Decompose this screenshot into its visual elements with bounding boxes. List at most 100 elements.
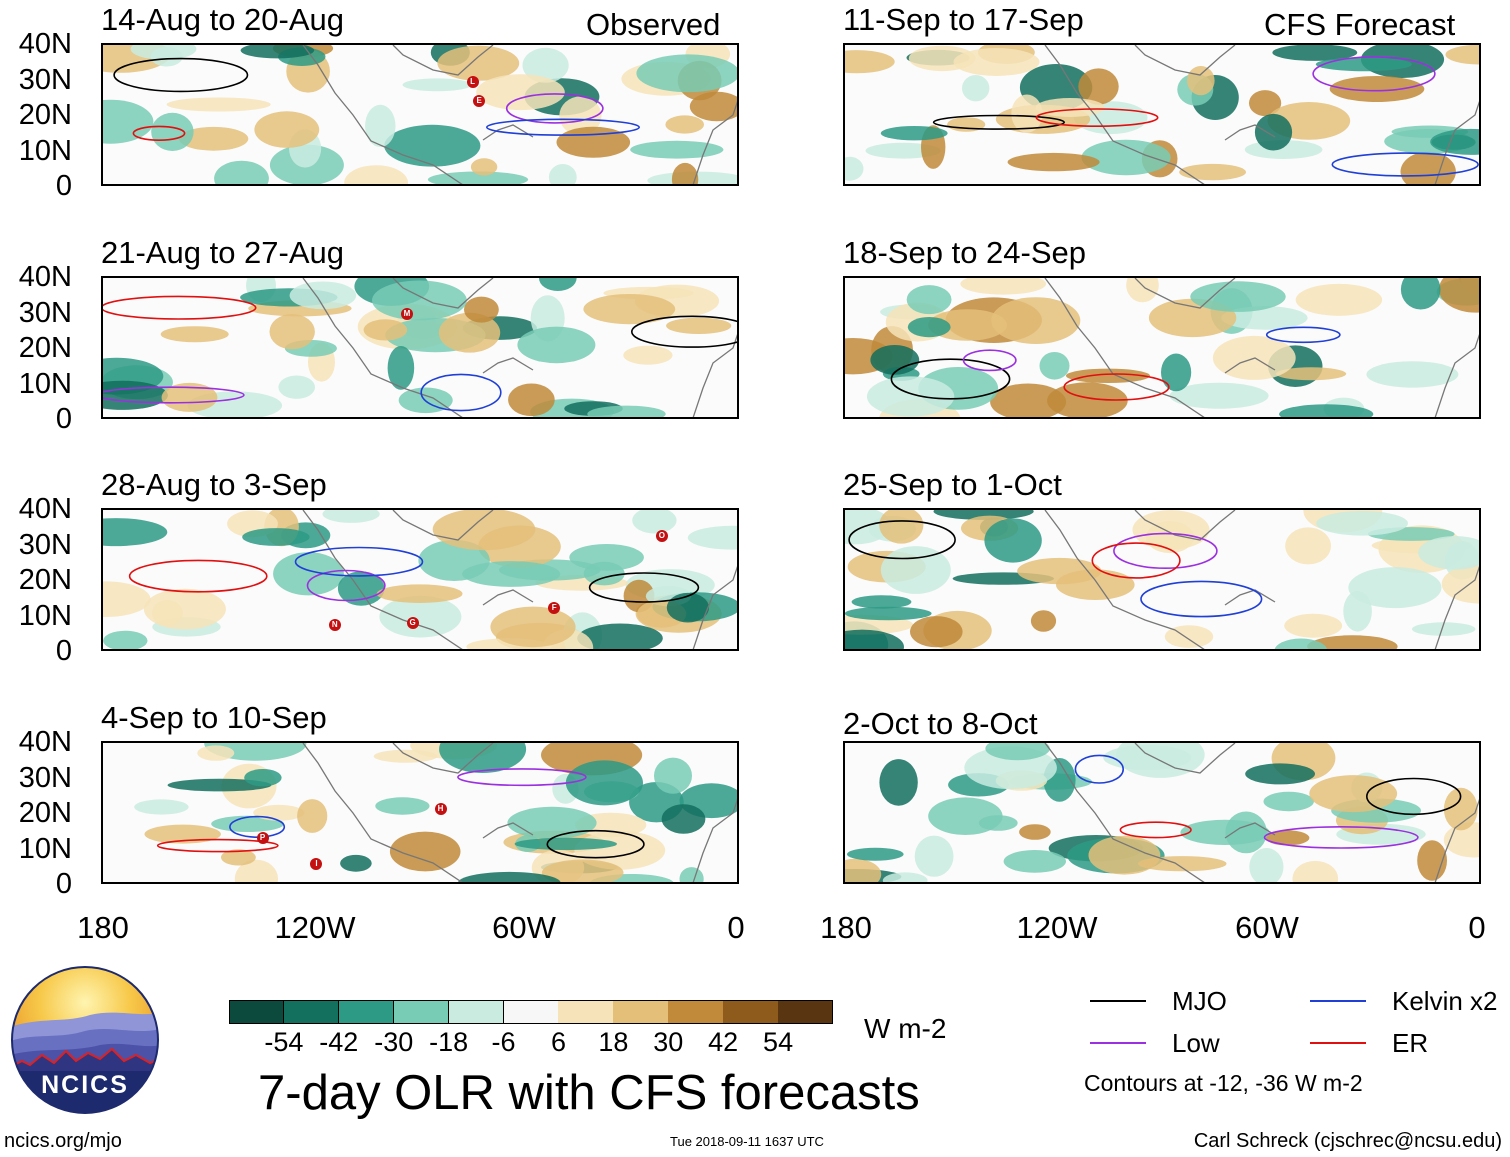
olr-anomaly-blob — [438, 312, 501, 353]
observed-map-2 — [101, 276, 739, 419]
olr-anomaly-blob — [577, 623, 663, 649]
olr-anomaly-blob — [548, 164, 577, 184]
olr-anomaly-blob — [253, 804, 305, 821]
olr-anomaly-blob — [178, 126, 249, 151]
olr-anomaly-blob — [845, 606, 932, 621]
colorbar-swatch — [723, 1000, 779, 1024]
olr-anomaly-blob — [273, 552, 344, 596]
forecast-map-2 — [843, 276, 1481, 419]
contour-line — [306, 569, 386, 602]
olr-anomaly-blob — [340, 854, 372, 872]
olr-anomaly-blob — [661, 804, 706, 834]
contour-line — [1331, 152, 1479, 177]
olr-anomaly-blob — [870, 345, 920, 375]
coastline — [1044, 278, 1479, 417]
coastline — [1044, 743, 1479, 882]
y-tick-2-0: 40N — [18, 261, 72, 293]
olr-anomaly-blob — [1265, 830, 1310, 846]
observed-panel-title-2: 21-Aug to 27-Aug — [101, 235, 345, 270]
y-tick-2-4: 0 — [55, 403, 72, 435]
contour-line — [420, 373, 502, 412]
olr-anomaly-blob — [1343, 591, 1372, 632]
colorbar-swatch — [393, 1000, 450, 1024]
x-tick-right-120w: 120W — [1016, 910, 1098, 945]
olr-anomaly-blob — [1272, 45, 1358, 61]
y-tick-1-1: 30N — [18, 63, 72, 96]
contour-line — [505, 93, 604, 124]
olr-anomaly-blob — [522, 47, 569, 83]
storm-marker-f: F — [548, 601, 561, 614]
olr-anomaly-blob — [847, 847, 904, 861]
olr-anomaly-blob — [1400, 151, 1456, 184]
olr-anomaly-blob — [254, 111, 320, 148]
olr-anomaly-blob — [845, 156, 864, 181]
olr-anomaly-blob — [1438, 278, 1479, 313]
y-tick-3-0: 40N — [18, 493, 72, 525]
olr-anomaly-blob — [1078, 68, 1119, 105]
storm-marker-n: N — [328, 619, 341, 632]
olr-anomaly-blob — [134, 799, 189, 815]
contour-line — [103, 386, 245, 404]
olr-anomaly-blob — [432, 510, 536, 551]
olr-anomaly-blob — [845, 50, 895, 74]
olr-anomaly-blob — [476, 74, 565, 111]
olr-anomaly-blob — [953, 48, 1040, 76]
olr-anomaly-blob — [373, 749, 438, 763]
contour-line — [1074, 754, 1125, 784]
legend-kelvin-line — [1310, 1000, 1366, 1002]
olr-anomaly-blob — [906, 285, 952, 315]
contour-line — [1140, 580, 1263, 618]
olr-anomaly-blob — [103, 630, 148, 649]
olr-anomaly-blob — [1161, 353, 1192, 392]
storm-marker-e: E — [473, 95, 486, 108]
coastline — [302, 510, 737, 649]
colorbar-swatch — [338, 1000, 395, 1024]
olr-anomaly-blob — [289, 281, 357, 310]
y-tick-4-4: 0 — [55, 868, 72, 900]
storm-marker-p: P — [256, 831, 269, 844]
olr-anomaly-blob — [587, 405, 666, 417]
contour-line — [1113, 532, 1218, 570]
observed-map-3 — [101, 508, 739, 651]
contour-line — [1035, 108, 1159, 128]
y-tick-4-2: 20N — [18, 797, 72, 829]
y-tick-2-1: 30N — [18, 296, 72, 329]
contour-line — [1063, 373, 1170, 401]
olr-anomaly-blob — [1366, 361, 1459, 388]
olr-anomaly-blob — [1279, 404, 1374, 417]
olr-anomaly-blob — [507, 806, 597, 839]
olr-anomaly-blob — [214, 160, 269, 184]
olr-anomaly-blob — [462, 561, 561, 587]
olr-anomaly-blob — [565, 760, 643, 806]
legend-kelvin-label: Kelvin x2 — [1392, 986, 1498, 1016]
olr-anomaly-blob — [130, 45, 197, 60]
contour-line — [1119, 821, 1192, 839]
olr-anomaly-blob — [1187, 66, 1215, 96]
olr-anomaly-blob — [556, 126, 631, 158]
olr-anomaly-blob — [665, 115, 704, 134]
olr-anomaly-blob — [1169, 382, 1269, 409]
olr-anomaly-blob — [541, 859, 624, 882]
olr-anomaly-blob — [151, 112, 194, 151]
footer-author: Carl Schreck (cjschrec@ncsu.edu) — [1193, 1130, 1502, 1152]
olr-anomaly-blob — [1249, 848, 1284, 882]
olr-anomaly-blob — [636, 54, 737, 93]
contour-line — [588, 572, 700, 603]
coastline — [302, 743, 737, 882]
olr-anomaly-blob — [933, 510, 1034, 520]
olr-anomaly-blob — [365, 104, 396, 148]
x-tick-left-180: 180 — [77, 910, 129, 945]
olr-anomaly-blob — [879, 759, 918, 806]
olr-anomaly-blob — [1329, 76, 1425, 102]
legend-er-label: ER — [1392, 1028, 1429, 1058]
colorbar-swatch — [503, 1000, 559, 1024]
observed-map-1 — [101, 43, 739, 186]
olr-anomaly-blob — [1441, 564, 1479, 604]
olr-anomaly-blob — [197, 745, 235, 761]
olr-anomaly-blob — [687, 525, 737, 550]
olr-anomaly-blob — [879, 510, 924, 544]
x-tick-left-60w: 60W — [492, 910, 556, 945]
legend-er-line — [1310, 1042, 1366, 1044]
contour-line — [1312, 56, 1436, 92]
contour-line — [1365, 777, 1462, 816]
